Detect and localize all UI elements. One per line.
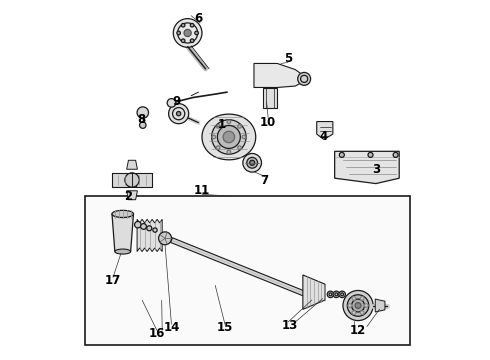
Polygon shape [303, 275, 325, 309]
Circle shape [352, 299, 365, 312]
Polygon shape [136, 173, 152, 187]
Circle shape [190, 23, 194, 27]
Circle shape [147, 226, 152, 231]
Circle shape [339, 152, 344, 157]
Circle shape [247, 157, 258, 168]
Polygon shape [112, 214, 133, 252]
Polygon shape [112, 173, 128, 187]
Circle shape [217, 146, 220, 149]
Circle shape [217, 125, 220, 128]
Circle shape [333, 291, 340, 298]
Ellipse shape [112, 210, 133, 217]
Circle shape [184, 30, 191, 37]
Text: 9: 9 [173, 95, 181, 108]
Text: 17: 17 [105, 274, 121, 288]
Polygon shape [317, 122, 333, 139]
Polygon shape [263, 88, 277, 108]
Circle shape [298, 72, 311, 85]
Polygon shape [375, 299, 385, 312]
Circle shape [360, 311, 364, 314]
Circle shape [352, 311, 356, 314]
Circle shape [250, 160, 255, 165]
Circle shape [243, 153, 262, 172]
Circle shape [190, 39, 194, 42]
Text: 14: 14 [163, 321, 180, 334]
Circle shape [238, 146, 241, 149]
Circle shape [352, 297, 356, 300]
Ellipse shape [115, 249, 131, 254]
Circle shape [135, 221, 141, 228]
Text: 16: 16 [148, 327, 165, 340]
Text: 5: 5 [284, 51, 292, 64]
Circle shape [348, 304, 352, 307]
Polygon shape [126, 160, 137, 169]
Circle shape [360, 297, 364, 300]
Text: 11: 11 [194, 184, 210, 197]
Circle shape [181, 39, 185, 42]
Circle shape [177, 31, 180, 35]
Text: 6: 6 [194, 12, 202, 25]
Circle shape [212, 120, 246, 154]
Circle shape [159, 232, 171, 245]
Text: 4: 4 [320, 130, 328, 144]
Circle shape [227, 150, 231, 154]
Polygon shape [202, 114, 256, 160]
Bar [85, 196, 410, 345]
Text: 2: 2 [124, 190, 132, 203]
Circle shape [181, 23, 185, 27]
Text: 3: 3 [372, 163, 380, 176]
Circle shape [368, 152, 373, 157]
Polygon shape [335, 151, 399, 184]
Text: 12: 12 [350, 324, 366, 337]
Text: 10: 10 [260, 116, 276, 129]
Polygon shape [171, 238, 307, 297]
Circle shape [125, 173, 139, 187]
Text: 13: 13 [282, 319, 298, 332]
Circle shape [153, 228, 157, 232]
Circle shape [242, 135, 245, 139]
Circle shape [167, 99, 176, 107]
Circle shape [327, 291, 334, 298]
Circle shape [212, 135, 216, 139]
Circle shape [365, 304, 368, 307]
Text: 7: 7 [261, 174, 269, 186]
Text: 15: 15 [217, 321, 233, 334]
Circle shape [173, 19, 202, 47]
Circle shape [227, 120, 231, 124]
Circle shape [339, 291, 345, 298]
Circle shape [195, 31, 198, 35]
Circle shape [343, 291, 373, 321]
Polygon shape [137, 219, 162, 252]
Circle shape [393, 152, 398, 157]
Circle shape [141, 224, 147, 229]
Circle shape [176, 112, 181, 116]
Text: 8: 8 [137, 113, 145, 126]
Circle shape [347, 295, 369, 316]
Circle shape [355, 303, 361, 309]
Circle shape [169, 104, 189, 124]
Text: 1: 1 [218, 118, 226, 131]
Polygon shape [126, 191, 137, 200]
Circle shape [137, 107, 148, 118]
Polygon shape [254, 63, 304, 87]
Circle shape [218, 126, 240, 148]
Circle shape [238, 125, 241, 128]
Circle shape [223, 131, 235, 143]
Circle shape [140, 122, 146, 129]
